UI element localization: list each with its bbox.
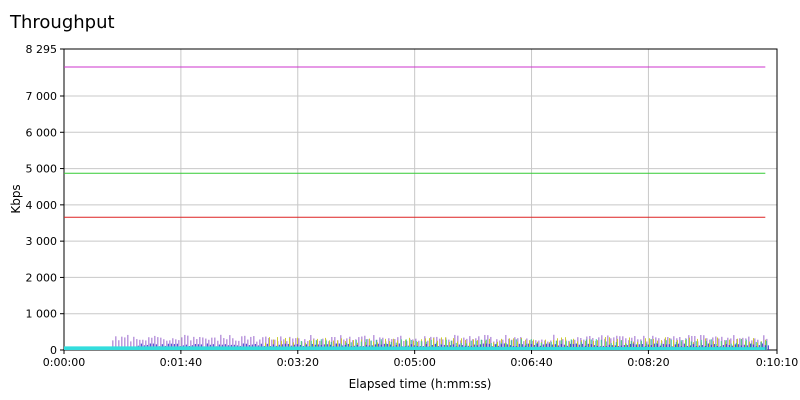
y-tick-label: 3 000 bbox=[26, 235, 58, 248]
chart-title: Throughput bbox=[10, 12, 115, 33]
y-tick-label: 6 000 bbox=[26, 126, 58, 139]
x-tick-label: 0:06:40 bbox=[510, 356, 552, 369]
y-tick-label: 1 000 bbox=[26, 308, 58, 321]
y-tick-label: 0 bbox=[50, 344, 57, 357]
grid-lines bbox=[63, 48, 778, 351]
y-axis-label: Kbps bbox=[9, 184, 23, 213]
y-tick-label: 5 000 bbox=[26, 163, 58, 176]
x-axis-ticks: 0:00:00 0:01:40 0:03:20 0:05:00 0:06:40 0:08:… bbox=[43, 350, 798, 369]
y-tick-label: 7 000 bbox=[26, 90, 58, 103]
y-tick-label: 4 000 bbox=[26, 199, 58, 212]
x-tick-label: 0:03:20 bbox=[277, 356, 319, 369]
x-tick-label: 0:10:10 bbox=[756, 356, 798, 369]
x-tick-label: 0:08:20 bbox=[627, 356, 669, 369]
y-tick-label: 8 295 bbox=[26, 43, 58, 56]
series-7-band bbox=[64, 346, 766, 350]
series-layer bbox=[64, 66, 769, 350]
x-tick-label: 0:00:00 bbox=[43, 356, 85, 369]
plot-frame bbox=[63, 48, 778, 351]
x-axis-label: Elapsed time (h:mm:ss) bbox=[349, 377, 492, 391]
x-tick-label: 0:05:00 bbox=[393, 356, 435, 369]
y-axis-ticks: 0 1 000 2 000 3 000 4 000 5 000 6 000 7 000 8 29… bbox=[26, 43, 64, 357]
y-tick-label: 2 000 bbox=[26, 271, 58, 284]
x-tick-label: 0:01:40 bbox=[160, 356, 202, 369]
